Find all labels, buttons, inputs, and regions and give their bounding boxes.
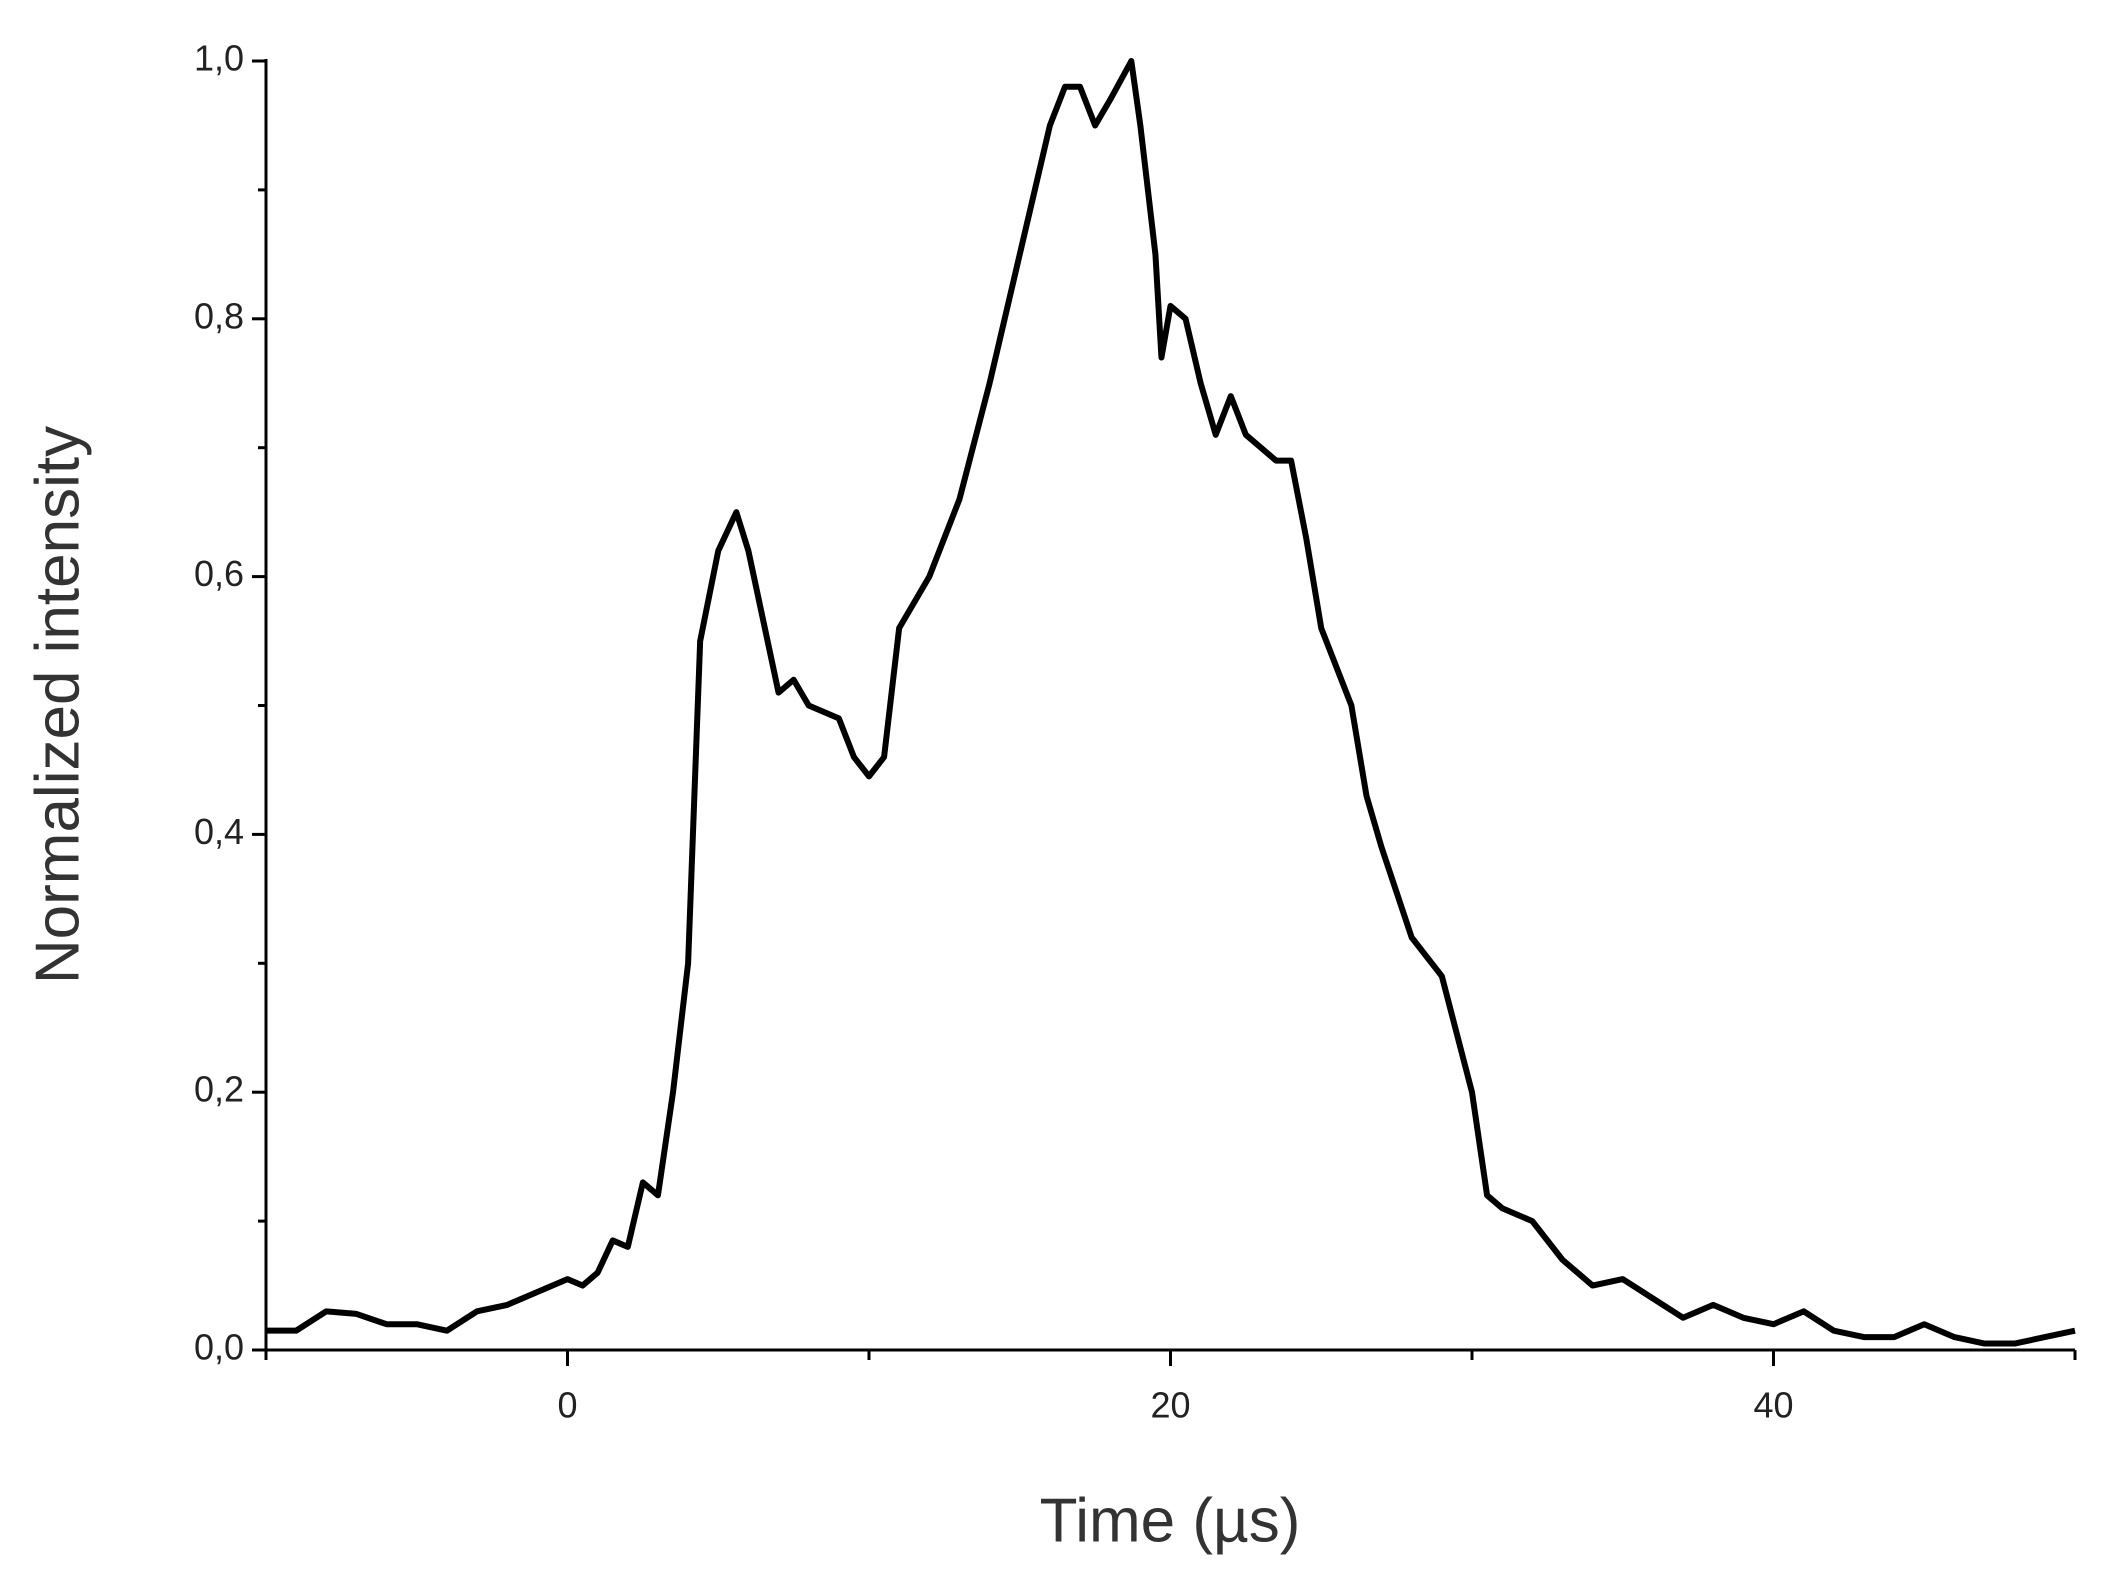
y-tick-label: 0,6 [194,553,244,594]
y-tick-label: 0,8 [194,295,244,336]
y-axis-label: Normalized intensity [23,426,92,984]
x-axis-label: Time (µs) [1040,1486,1301,1555]
y-tick-label: 0,4 [194,811,244,852]
x-tick-label: 40 [1753,1385,1793,1426]
y-tick-label: 0,0 [194,1327,244,1368]
y-tick-label: 0,2 [194,1069,244,1110]
y-tick-label: 1,0 [194,38,244,79]
x-tick-label: 20 [1150,1385,1190,1426]
x-tick-label: 0 [557,1385,577,1426]
data-line [266,58,2076,1347]
